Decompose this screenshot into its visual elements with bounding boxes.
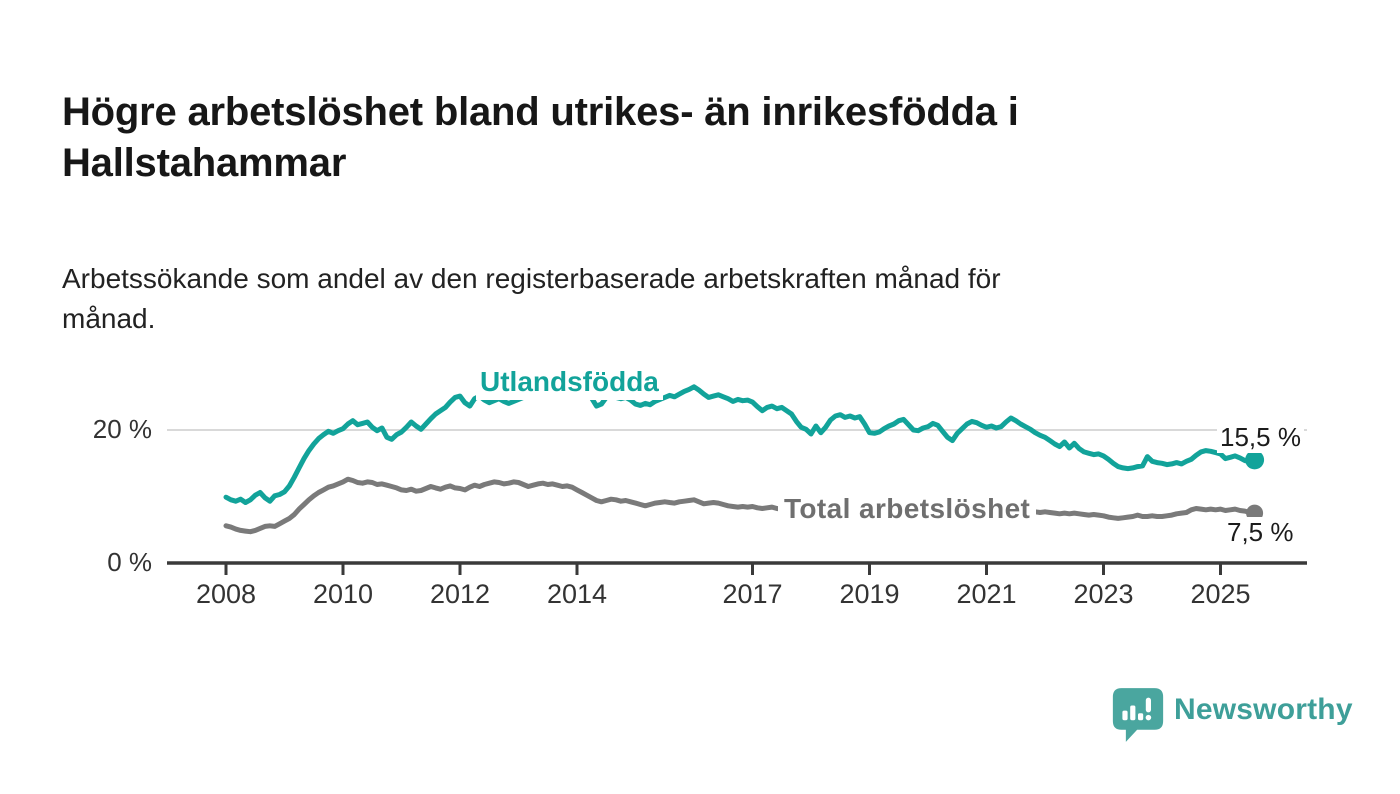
x-tick-label-2014: 2014: [547, 579, 607, 609]
y-axis-label-0: 0 %: [107, 547, 152, 577]
x-tick-label-2019: 2019: [839, 579, 899, 609]
series-line-0: [223, 384, 1258, 505]
x-tick-label-2021: 2021: [956, 579, 1016, 609]
series-label-total-arbetsloshet: Total arbetslöshet: [778, 493, 1037, 527]
newsworthy-brand: Newsworthy: [1112, 687, 1353, 743]
bar-chart-speech-bubble-icon: [1112, 688, 1164, 742]
page-subtitle: Arbetssökande som andel av den registerb…: [62, 263, 1001, 334]
series-end-dot-0: [1245, 450, 1265, 470]
x-tick-label-2012: 2012: [430, 579, 490, 609]
series-label-utlandsfodda: Utlandsfödda: [476, 366, 663, 400]
newsworthy-wordmark: Newsworthy: [1174, 693, 1353, 726]
x-tick-label-2010: 2010: [313, 579, 373, 609]
y-axis-label-20: 20 %: [92, 414, 152, 444]
x-tick-label-2008: 2008: [196, 579, 256, 609]
x-tick-label-2023: 2023: [1073, 579, 1133, 609]
x-tick-label-2017: 2017: [722, 579, 782, 609]
x-tick-label-2025: 2025: [1190, 579, 1250, 609]
end-value-label-total: 7,5 %: [1224, 517, 1297, 548]
page-title: Högre arbetslöshet bland utrikes- än inr…: [62, 89, 1019, 185]
end-value-label-utlandsfodda: 15,5 %: [1217, 422, 1304, 453]
series-line-1: [223, 476, 1258, 535]
